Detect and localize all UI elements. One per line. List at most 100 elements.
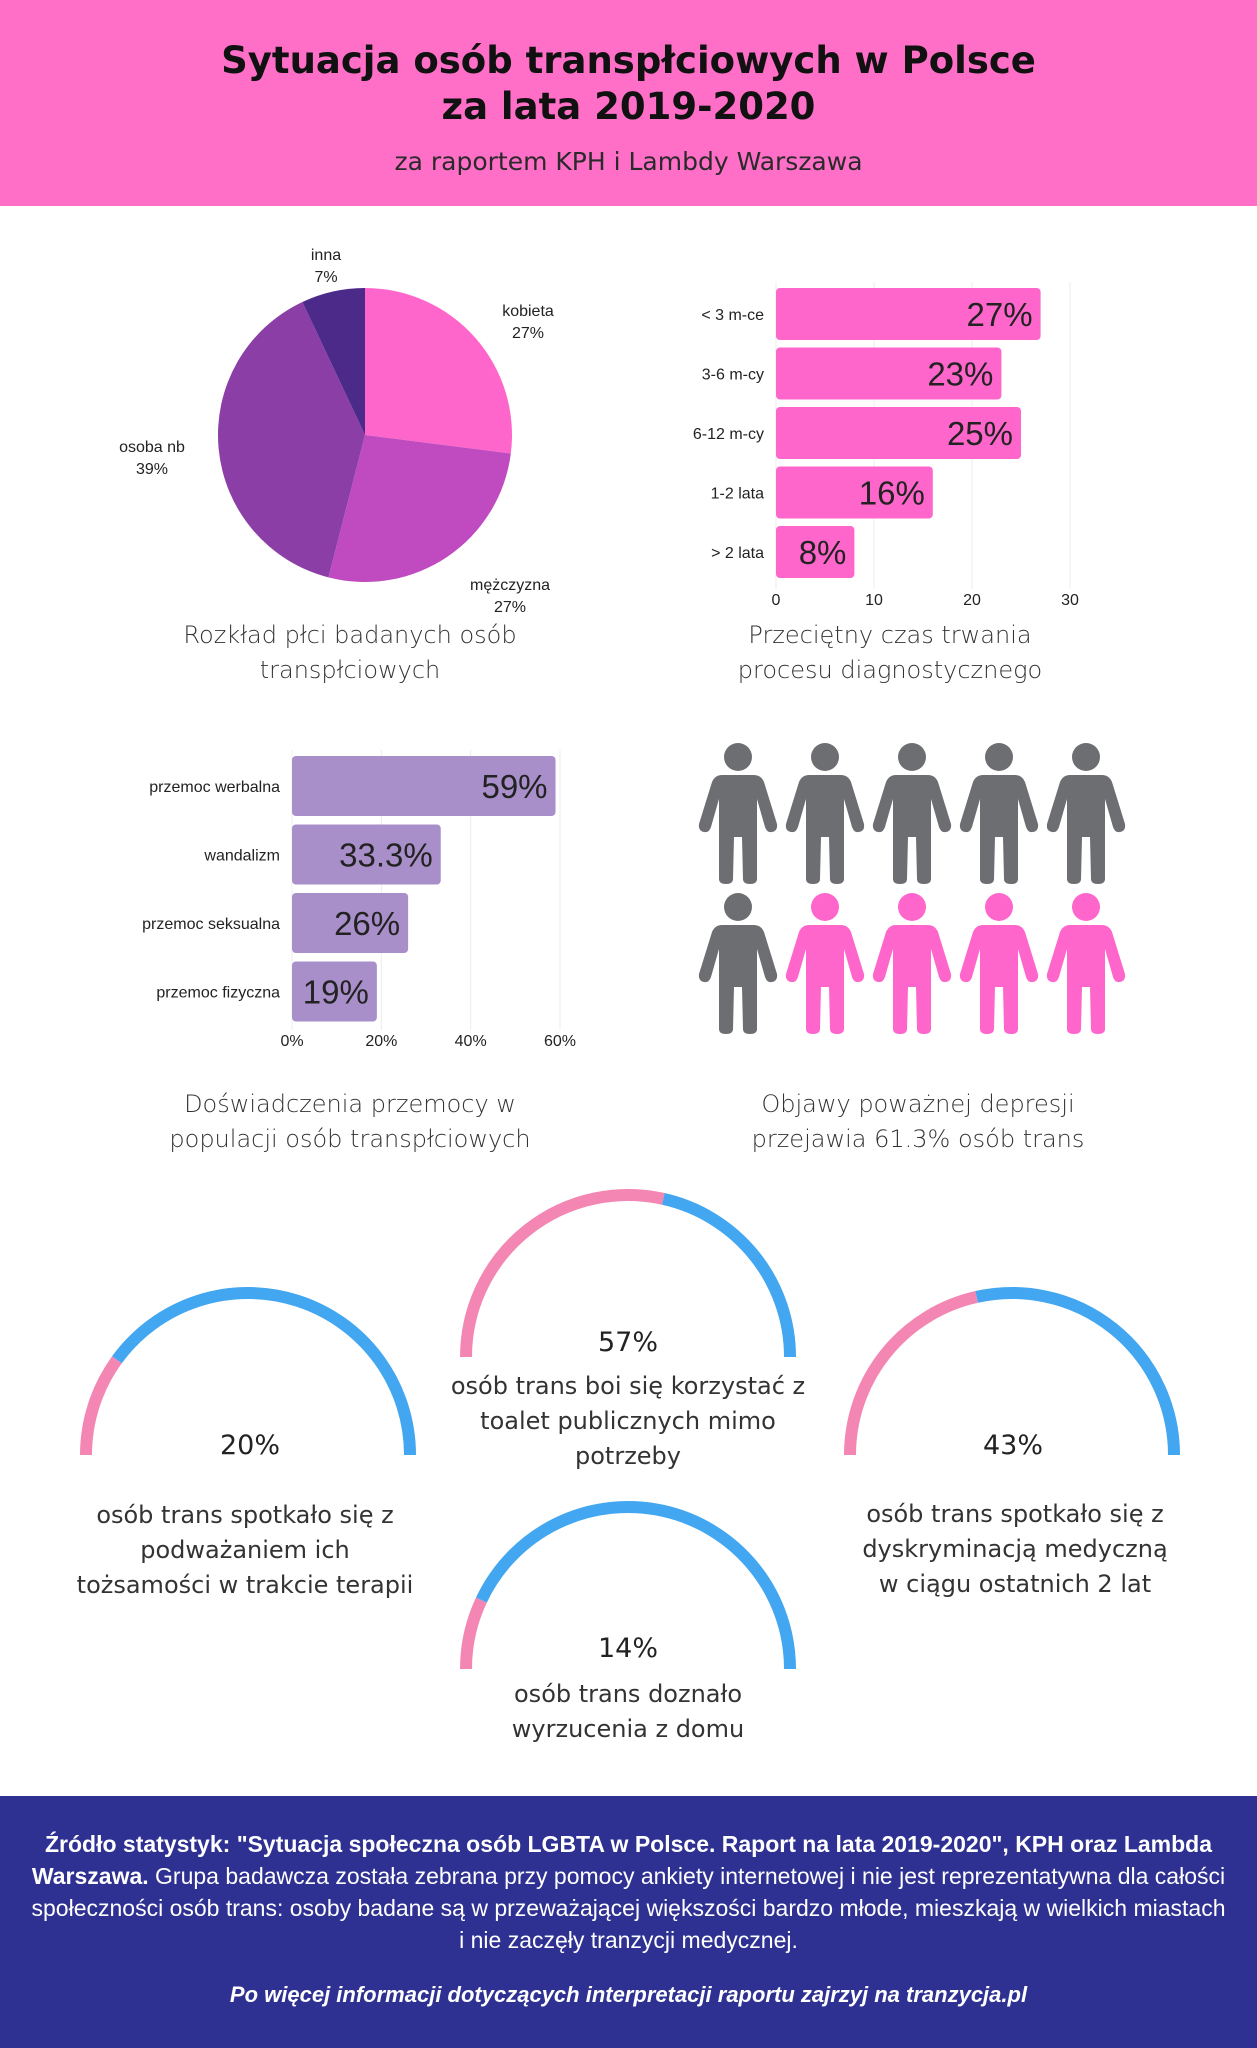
pie-label-name-2: osoba nb: [119, 439, 185, 456]
pie-slice-3: [302, 288, 365, 435]
viol-bar-2: [292, 893, 409, 953]
gauge-2-value: 57%: [597, 1327, 658, 1358]
footer: Źródło statystyk: "Sytuacja społeczna os…: [0, 1796, 1257, 2048]
footer-source-bold: Źródło statystyk: "Sytuacja społeczna os…: [31, 1831, 1213, 1889]
gauge-3-value: 43%: [982, 1430, 1043, 1461]
gauge-1-fill-arc: [80, 1356, 122, 1456]
gauge-2-text: osób trans boi się korzystać z toalet pu…: [438, 1369, 818, 1474]
title-line-2: za lata 2019-2020: [441, 85, 816, 128]
viol-bar-0: [292, 756, 556, 816]
depression-caption: Objawy poważnej depresji przejawia 61.3%…: [688, 1087, 1148, 1157]
pie-slice-2: [218, 301, 365, 578]
gauge-3-text-line-3: w ciągu ostatnich 2 lat: [878, 1570, 1152, 1598]
pie-slice-1: [328, 435, 511, 582]
viol-category-0: przemoc werbalna: [149, 779, 280, 796]
diagnosis-time-bar-chart: 0 10 20 30 < 3 m-ce 27% 3-6 m-cy 23% 6-12 m-cy 25…: [693, 282, 1079, 609]
gauge-2-text-line-1: osób trans boi się korzystać z: [450, 1372, 806, 1400]
diag-bar-2: [776, 407, 1021, 459]
viol-category-1: wandalizm: [203, 848, 280, 865]
viol-category-2: przemoc seksualna: [142, 916, 280, 933]
gauge-1-text: osób trans spotkało się z podważaniem ic…: [60, 1498, 430, 1603]
gauge-3-text-line-1: osób trans spotkało się z: [866, 1500, 1164, 1528]
pie-label-value-3: 7%: [314, 269, 337, 286]
diag-caption: Przeciętny czas trwania procesu diagnost…: [660, 618, 1120, 688]
gauge-2-text-line-3: potrzeby: [575, 1442, 681, 1470]
diag-value-label-4: 8%: [799, 534, 847, 571]
viol-category-3: przemoc fizyczna: [156, 985, 280, 1002]
person-icon: [1046, 892, 1126, 1034]
person-icon: [785, 892, 865, 1034]
page-title: Sytuacja osób transpłciowych w Polsce za…: [0, 38, 1257, 130]
person-icon: [872, 742, 952, 884]
footer-source-rest: Grupa badawcza została zebrana przy pomo…: [31, 1863, 1226, 1953]
diag-caption-line-2: procesu diagnostycznego: [737, 656, 1043, 684]
diag-category-0: < 3 m-ce: [701, 307, 764, 324]
diag-tick-2: 20: [963, 592, 981, 609]
diag-bar-0: [776, 288, 1041, 340]
person-icon: [698, 742, 778, 884]
viol-tick-3: 60%: [544, 1033, 576, 1050]
gauge-4-rest-arc: [475, 1501, 796, 1670]
person-icon: [872, 892, 952, 1034]
diag-category-3: 1-2 lata: [711, 486, 764, 503]
violence-caption-line-2: populacji osób transpłciowych: [169, 1125, 531, 1153]
violence-caption-line-1: Doświadczenia przemocy w: [184, 1090, 516, 1118]
gauge-4-text-line-1: osób trans doznało: [514, 1680, 742, 1708]
gauge-1-rest-arc: [112, 1287, 416, 1456]
gauge-4-value: 14%: [597, 1633, 658, 1664]
header-banner: Sytuacja osób transpłciowych w Polsce za…: [0, 0, 1257, 206]
person-icon: [959, 892, 1039, 1034]
diag-value-label-3: 16%: [859, 475, 925, 512]
viol-tick-0: 0%: [280, 1033, 303, 1050]
gauge-1-text-line-2: podważaniem ich: [140, 1536, 350, 1564]
person-icon: [698, 892, 778, 1034]
diag-value-label-0: 27%: [967, 296, 1033, 333]
footer-more-link[interactable]: Po więcej informacji dotyczących interpr…: [229, 1982, 1028, 2007]
violence-caption: Doświadczenia przemocy w populacji osób …: [120, 1087, 580, 1157]
person-icon: [785, 742, 865, 884]
diag-caption-line-1: Przeciętny czas trwania: [748, 621, 1032, 649]
viol-value-label-1: 33.3%: [339, 837, 433, 874]
pie-label-name-3: inna: [311, 247, 341, 264]
viol-value-label-3: 19%: [303, 974, 369, 1011]
gauge-4-fill-arc: [460, 1597, 487, 1670]
diag-category-4: > 2 lata: [711, 545, 764, 562]
pie-label-value-2: 39%: [136, 461, 168, 478]
diag-bar-1: [776, 347, 1002, 400]
diag-value-label-2: 25%: [947, 415, 1013, 452]
gauge-4-text-line-2: wyrzucenia z domu: [511, 1715, 745, 1743]
pie-caption: Rozkład płci badanych osób transpłciowyc…: [120, 618, 580, 688]
depression-pictogram: [698, 742, 1138, 1042]
viol-tick-2: 40%: [455, 1033, 487, 1050]
viol-tick-1: 20%: [365, 1033, 397, 1050]
footer-source: Źródło statystyk: "Sytuacja społeczna os…: [30, 1828, 1227, 1956]
pie-label-value-0: 27%: [512, 325, 544, 342]
gauge-2-text-line-2: toalet publicznych mimo: [480, 1407, 776, 1435]
pie-label-name-0: kobieta: [502, 303, 554, 320]
gauge-3-fill-arc: [844, 1291, 978, 1456]
diag-tick-3: 30: [1061, 592, 1079, 609]
pie-label-value-1: 27%: [494, 599, 526, 616]
diag-bar-4: [776, 526, 855, 578]
title-line-1: Sytuacja osób transpłciowych w Polsce: [221, 39, 1036, 82]
gauge-3-text: osób trans spotkało się z dyskryminacją …: [830, 1497, 1200, 1602]
gender-pie-chart: kobieta 27% mężczyzna 27% osoba nb 39% inna 7%: [119, 247, 554, 616]
diag-tick-0: 0: [772, 592, 781, 609]
person-icon: [959, 742, 1039, 884]
gauge-2-fill-arc: [460, 1189, 665, 1358]
gauge-1-text-line-3: tożsamości w trakcie terapii: [76, 1571, 414, 1599]
diag-tick-1: 10: [865, 592, 883, 609]
violence-bar-chart: 0% 20% 40% 60% przemoc werbalna 59% wandalizm 3…: [142, 750, 576, 1050]
gauge-3-rest-arc: [975, 1287, 1180, 1456]
diag-category-2: 6-12 m-cy: [693, 426, 764, 443]
pie-slice-0: [365, 288, 512, 454]
page-subtitle: za raportem KPH i Lambdy Warszawa: [394, 147, 863, 176]
pie-label-name-1: mężczyzna: [470, 577, 550, 594]
gauge-1-text-line-1: osób trans spotkało się z: [96, 1501, 394, 1529]
viol-value-label-2: 26%: [334, 905, 400, 942]
gauge-2-rest-arc: [662, 1193, 796, 1358]
diag-category-1: 3-6 m-cy: [702, 367, 764, 384]
gauge-4-text: osób trans doznało wyrzucenia z domu: [448, 1677, 808, 1747]
pie-caption-line-1: Rozkład płci badanych osób: [183, 621, 517, 649]
person-icon: [1046, 742, 1126, 884]
